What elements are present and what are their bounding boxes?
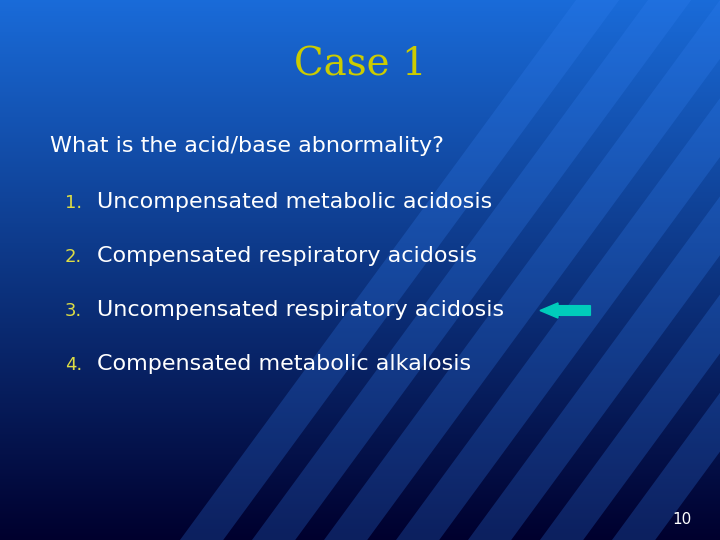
Text: Uncompensated metabolic acidosis: Uncompensated metabolic acidosis [97,192,492,213]
Text: What is the acid/base abnormality?: What is the acid/base abnormality? [50,136,444,156]
Text: Compensated respiratory acidosis: Compensated respiratory acidosis [97,246,477,267]
Text: Uncompensated respiratory acidosis: Uncompensated respiratory acidosis [97,300,504,321]
Text: 3.: 3. [65,301,82,320]
Polygon shape [252,0,720,540]
Text: Case 1: Case 1 [294,46,426,83]
Polygon shape [612,0,720,540]
FancyArrow shape [540,303,590,318]
Polygon shape [396,0,720,540]
Polygon shape [180,0,698,540]
Text: 1.: 1. [65,193,82,212]
Polygon shape [468,0,720,540]
Text: 2.: 2. [65,247,82,266]
Text: 4.: 4. [65,355,82,374]
Text: 10: 10 [672,511,691,526]
Polygon shape [324,0,720,540]
Polygon shape [540,0,720,540]
Text: Compensated metabolic alkalosis: Compensated metabolic alkalosis [97,354,472,375]
